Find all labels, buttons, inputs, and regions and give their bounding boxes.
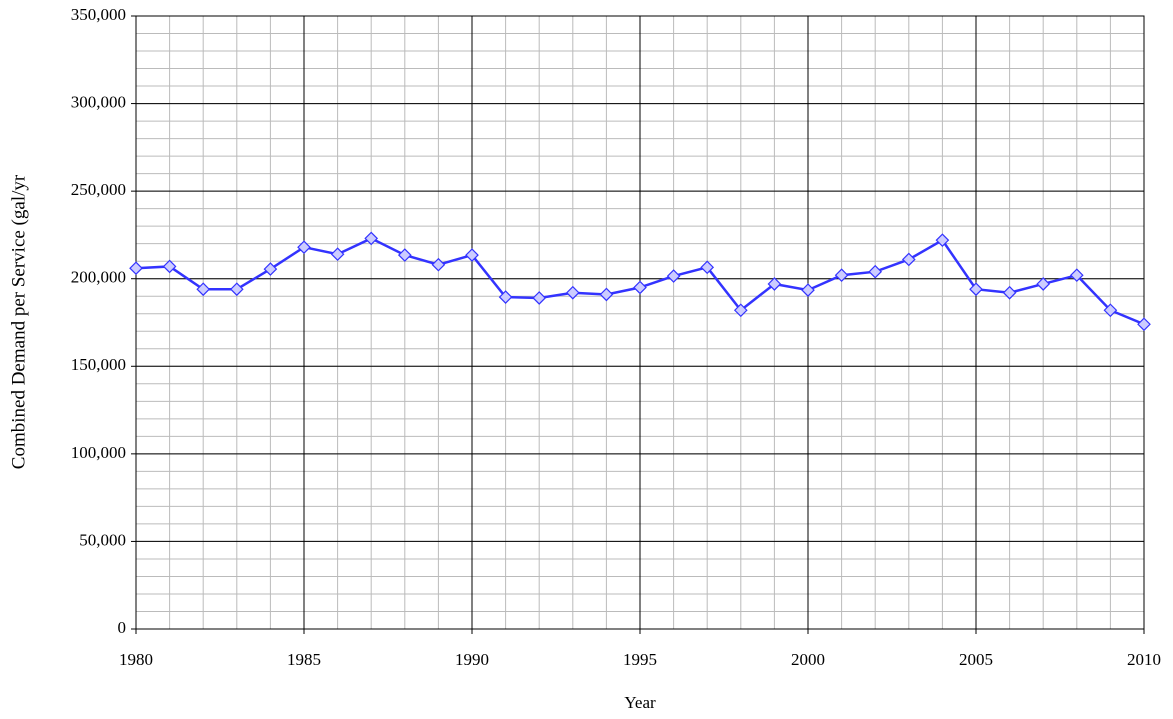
data-point	[666, 269, 681, 283]
x-tick-label: 1985	[287, 650, 321, 669]
data-point	[834, 268, 849, 283]
data-point	[733, 303, 748, 318]
y-axis-label: Combined Demand per Service (gal/yr	[8, 174, 29, 469]
data-point	[297, 240, 311, 255]
y-tick-label: 100,000	[71, 443, 126, 462]
data-point	[935, 233, 950, 248]
data-point	[565, 285, 580, 300]
data-point	[599, 287, 614, 302]
data-point	[364, 231, 379, 246]
data-point	[1069, 268, 1084, 283]
data-point	[162, 259, 177, 274]
x-tick-label: 1980	[119, 650, 153, 669]
data-point	[700, 260, 715, 275]
y-tick-label: 350,000	[71, 5, 126, 24]
data-point	[1036, 277, 1051, 291]
y-tick-label: 200,000	[71, 268, 126, 287]
y-tick-label: 50,000	[79, 530, 126, 549]
data-point	[969, 282, 983, 297]
data-point	[129, 261, 143, 276]
data-point	[431, 257, 446, 272]
data-point	[633, 280, 647, 295]
data-point	[1103, 303, 1118, 318]
y-tick-label: 0	[118, 618, 127, 637]
data-point	[532, 291, 547, 305]
data-point	[901, 252, 916, 267]
x-tick-label: 1990	[455, 650, 489, 669]
y-tick-label: 150,000	[71, 355, 126, 374]
data-point	[801, 283, 815, 297]
data-point	[465, 248, 479, 262]
data-point	[498, 290, 513, 304]
y-tick-label: 250,000	[71, 180, 126, 199]
x-tick-label: 2000	[791, 650, 825, 669]
data-point	[868, 264, 883, 279]
data-point	[1002, 285, 1017, 300]
data-point	[263, 262, 278, 276]
data-point	[397, 248, 412, 262]
x-axis-label: Year	[624, 693, 656, 712]
data-point	[1137, 317, 1151, 332]
data-point	[767, 277, 782, 291]
x-tick-label: 2010	[1127, 650, 1161, 669]
y-tick-label: 300,000	[71, 92, 126, 111]
x-tick-label: 2005	[959, 650, 993, 669]
data-point	[330, 247, 345, 262]
data-point	[229, 282, 244, 297]
data-point	[196, 282, 211, 297]
x-tick-label: 1995	[623, 650, 657, 669]
